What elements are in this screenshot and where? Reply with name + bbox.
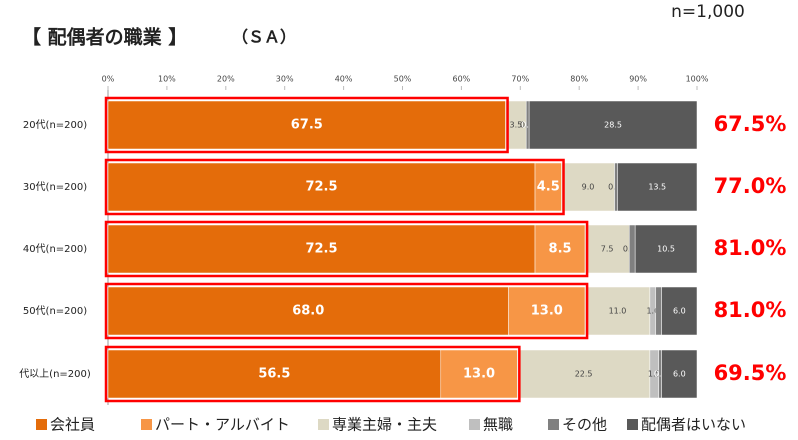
- bar-segment: [107, 162, 536, 212]
- data-label: 9.0: [582, 183, 595, 192]
- bar-segment: [534, 224, 586, 274]
- legend-swatch: [318, 419, 329, 430]
- legend-label: 配偶者はいない: [641, 416, 746, 434]
- bar-segment: [528, 100, 698, 150]
- data-label: 13.5: [648, 183, 666, 192]
- x-tick-label: 40%: [335, 75, 353, 84]
- data-label: 13.0: [463, 367, 495, 382]
- data-label: 68.0: [292, 304, 324, 319]
- data-label: 72.5: [305, 242, 337, 257]
- highlight-box: [104, 282, 589, 340]
- data-label: 0.5: [521, 121, 534, 130]
- bar-segment: [661, 349, 698, 399]
- x-tick-label: 80%: [570, 75, 588, 84]
- data-label: 1.5: [648, 370, 661, 379]
- sample-note: n=1,000: [671, 2, 745, 22]
- category-label: 30代(n=200): [23, 181, 87, 193]
- bar-segment: [517, 349, 651, 399]
- bar-segment: [508, 286, 586, 336]
- highlight-box: [104, 220, 589, 278]
- x-tick-label: 60%: [453, 75, 471, 84]
- bar-segment: [655, 286, 662, 336]
- data-label: 22.5: [575, 370, 593, 379]
- x-tick-label: 0%: [102, 75, 115, 84]
- legend-swatch: [548, 419, 559, 430]
- highlight-box: [104, 345, 521, 403]
- x-tick-label: 10%: [158, 75, 176, 84]
- legend-label: 会社員: [50, 416, 95, 434]
- bar-segment: [614, 162, 618, 212]
- data-label: 28.5: [604, 121, 622, 130]
- x-tick-label: 30%: [276, 75, 294, 84]
- data-label: 4.5: [537, 180, 560, 195]
- legend-label: その他: [562, 416, 607, 434]
- bar-segment: [561, 162, 615, 212]
- category-label: 50代(n=200): [23, 305, 87, 317]
- data-label: 7.5: [601, 245, 614, 254]
- x-tick-label: 50%: [394, 75, 412, 84]
- legend-label: 無職: [483, 416, 513, 434]
- bar-segment: [634, 224, 698, 274]
- bar-segment: [534, 162, 562, 212]
- data-label: 56.5: [258, 367, 290, 382]
- legend-swatch: [469, 419, 480, 430]
- chart-title: 【 配偶者の職業 】: [22, 26, 187, 49]
- bar-segment: [440, 349, 518, 399]
- data-label: 6.0: [673, 370, 686, 379]
- highlight-box: [104, 158, 565, 216]
- category-label: 20代(n=200): [23, 119, 87, 131]
- legend-label: 専業主婦・主夫: [332, 416, 437, 434]
- x-tick-label: 90%: [629, 75, 647, 84]
- bar-segment: [107, 100, 506, 150]
- data-label: 8.5: [549, 242, 572, 257]
- bar-segment: [584, 224, 630, 274]
- bar-segment: [617, 162, 698, 212]
- category-label: 40代(n=200): [23, 243, 87, 255]
- total-label: 77.0%: [714, 174, 787, 198]
- legend-swatch: [141, 419, 152, 430]
- total-label: 69.5%: [714, 361, 787, 385]
- data-label: 11.0: [609, 307, 627, 316]
- data-label: 1.0: [646, 307, 659, 316]
- legend-label: パート・アルバイト: [155, 416, 290, 434]
- bar-segment: [107, 224, 536, 274]
- total-label: 81.0%: [714, 236, 787, 260]
- bar-segment: [107, 349, 442, 399]
- total-label: 81.0%: [714, 298, 787, 322]
- x-tick-label: 100%: [686, 75, 709, 84]
- data-label: 67.5: [291, 118, 323, 133]
- category-label: 代以上(n=200): [19, 368, 91, 380]
- x-tick-label: 20%: [217, 75, 235, 84]
- data-label: 10.5: [657, 245, 675, 254]
- x-tick-label: 70%: [511, 75, 529, 84]
- total-label: 67.5%: [714, 112, 787, 136]
- data-label: 6.0: [673, 307, 686, 316]
- data-label: 0.5: [654, 370, 667, 379]
- bar-segment: [661, 286, 698, 336]
- highlight-box: [104, 96, 509, 154]
- data-label: 13.0: [531, 304, 563, 319]
- chart-subtitle: （ＳＡ）: [232, 28, 296, 47]
- data-label: 72.5: [305, 180, 337, 195]
- bar-segment: [629, 224, 636, 274]
- bar-segment: [584, 286, 651, 336]
- legend-swatch: [36, 419, 47, 430]
- data-label: 3.5: [510, 121, 523, 130]
- legend-swatch: [627, 419, 638, 430]
- bar-segment: [107, 286, 509, 336]
